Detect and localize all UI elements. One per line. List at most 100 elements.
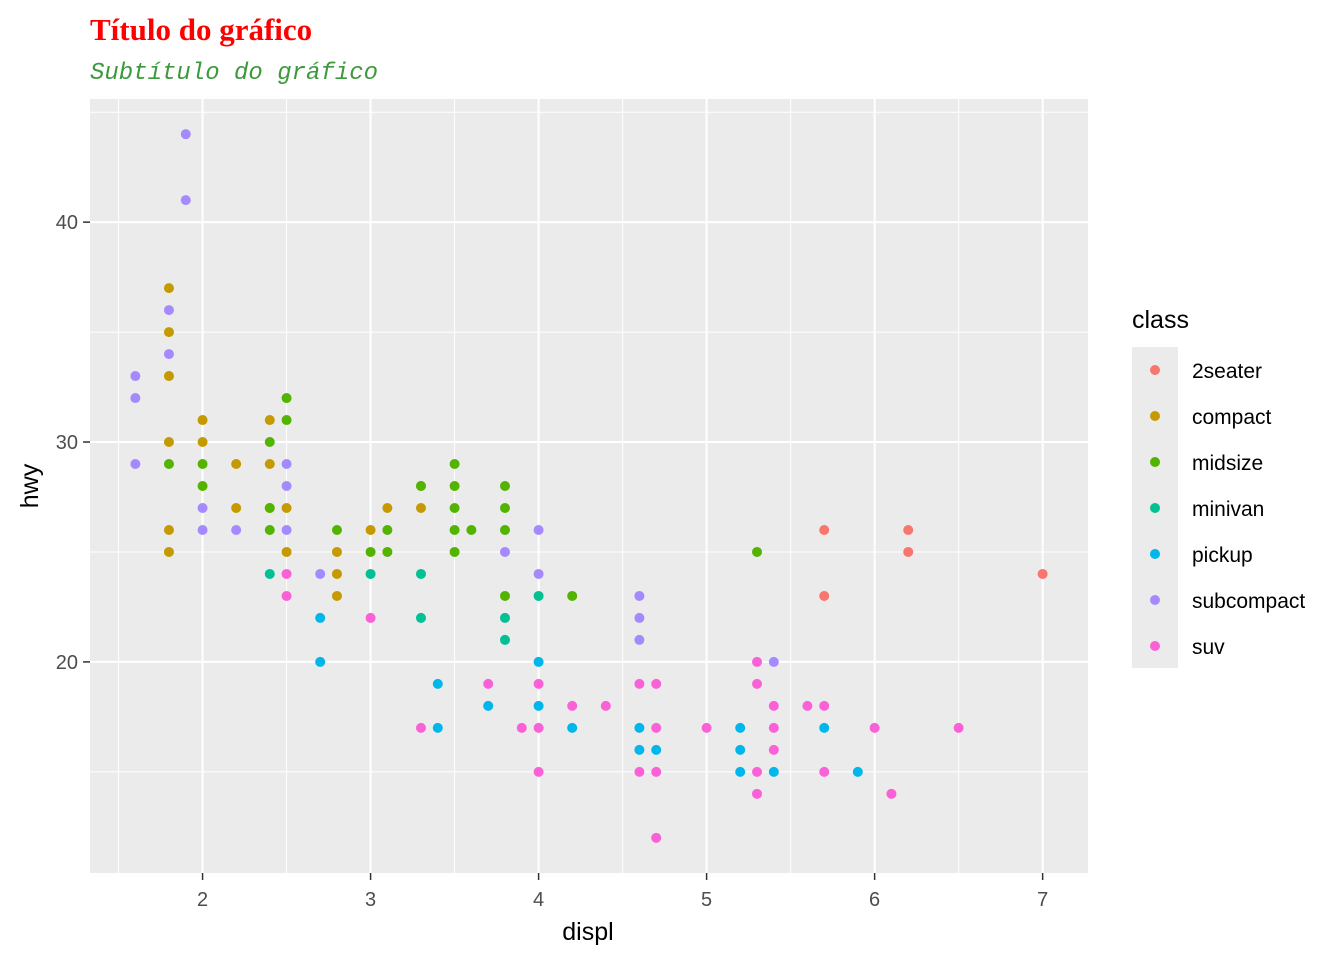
data-point xyxy=(701,722,712,733)
data-point xyxy=(264,437,275,448)
data-point xyxy=(651,678,662,689)
data-point xyxy=(281,502,292,513)
data-point xyxy=(533,700,544,711)
legend: class 2seater compact midsize minivan pickup… xyxy=(1132,306,1305,668)
legend-key-suv xyxy=(1150,641,1160,651)
data-point xyxy=(130,393,141,404)
data-point xyxy=(163,283,174,294)
data-point xyxy=(163,349,174,360)
y-axis: 20 30 40 xyxy=(56,212,90,674)
data-point xyxy=(903,546,914,557)
legend-label-subcompact: subcompact xyxy=(1192,590,1305,613)
data-point xyxy=(415,722,426,733)
data-point xyxy=(315,656,326,667)
data-point xyxy=(533,678,544,689)
data-point xyxy=(264,459,275,470)
data-point xyxy=(415,612,426,623)
chart-title: Título do gráfico xyxy=(90,12,312,47)
data-point xyxy=(819,722,830,733)
data-point xyxy=(634,590,645,601)
data-point xyxy=(365,612,376,623)
x-tick-label: 3 xyxy=(365,889,376,911)
data-point xyxy=(449,524,460,535)
data-point xyxy=(197,459,208,470)
data-point xyxy=(432,722,443,733)
data-point xyxy=(768,766,779,777)
data-point xyxy=(768,744,779,755)
legend-key-minivan xyxy=(1150,503,1160,513)
data-point xyxy=(752,546,763,557)
data-point xyxy=(264,415,275,426)
data-point xyxy=(331,524,342,535)
data-point xyxy=(499,524,510,535)
data-point xyxy=(449,459,460,470)
data-point xyxy=(886,788,897,799)
data-point xyxy=(634,766,645,777)
y-tick-label: 30 xyxy=(56,432,78,454)
data-point xyxy=(768,700,779,711)
x-tick-label: 4 xyxy=(533,889,544,911)
grid-major xyxy=(90,99,1088,873)
legend-label-midsize: midsize xyxy=(1192,452,1263,475)
legend-key-2seater xyxy=(1150,365,1160,375)
data-point xyxy=(651,744,662,755)
data-point xyxy=(231,459,242,470)
data-point xyxy=(281,481,292,491)
data-point xyxy=(231,524,242,535)
data-point xyxy=(752,766,763,777)
legend-key-midsize xyxy=(1150,457,1160,467)
data-point xyxy=(163,371,174,382)
plot-panel xyxy=(90,99,1088,873)
legend-label-minivan: minivan xyxy=(1192,498,1264,521)
x-tick-label: 5 xyxy=(701,889,712,911)
data-point xyxy=(281,546,292,557)
series-minivan xyxy=(264,568,544,645)
data-point xyxy=(382,546,393,557)
y-axis-title: hwy xyxy=(16,463,44,508)
data-point xyxy=(499,612,510,623)
data-point xyxy=(499,590,510,601)
legend-key-compact xyxy=(1150,411,1160,421)
data-point xyxy=(180,195,191,206)
data-point xyxy=(533,722,544,733)
data-point xyxy=(449,546,460,557)
data-point xyxy=(852,766,863,777)
data-point xyxy=(449,502,460,513)
data-point xyxy=(281,459,292,470)
data-point xyxy=(281,524,292,535)
data-point xyxy=(163,459,174,470)
x-tick-label: 2 xyxy=(197,889,208,911)
data-point xyxy=(651,832,662,843)
data-point xyxy=(415,568,426,579)
data-point xyxy=(499,634,510,645)
chart-subtitle: Subtítulo do gráfico xyxy=(90,60,378,87)
data-point xyxy=(567,722,578,733)
data-point xyxy=(483,700,494,711)
data-point xyxy=(331,590,342,601)
legend-label-2seater: 2seater xyxy=(1192,360,1262,383)
data-point xyxy=(819,766,830,777)
data-point xyxy=(499,481,510,491)
data-point xyxy=(533,524,544,535)
legend-label-compact: compact xyxy=(1192,406,1272,429)
data-point xyxy=(197,481,208,491)
series-compact xyxy=(163,283,426,601)
data-point xyxy=(819,524,830,535)
data-point xyxy=(432,678,443,689)
legend-key-pickup xyxy=(1150,549,1160,559)
data-point xyxy=(1037,568,1048,579)
data-point xyxy=(331,568,342,579)
data-point xyxy=(735,744,746,755)
data-point xyxy=(953,722,964,733)
data-point xyxy=(281,568,292,579)
data-point xyxy=(752,678,763,689)
data-point xyxy=(533,568,544,579)
data-point xyxy=(903,524,914,535)
data-point xyxy=(365,568,376,579)
legend-label-pickup: pickup xyxy=(1192,544,1253,567)
data-point xyxy=(163,327,174,338)
data-point xyxy=(264,524,275,535)
data-point xyxy=(197,524,208,535)
data-point xyxy=(634,634,645,645)
